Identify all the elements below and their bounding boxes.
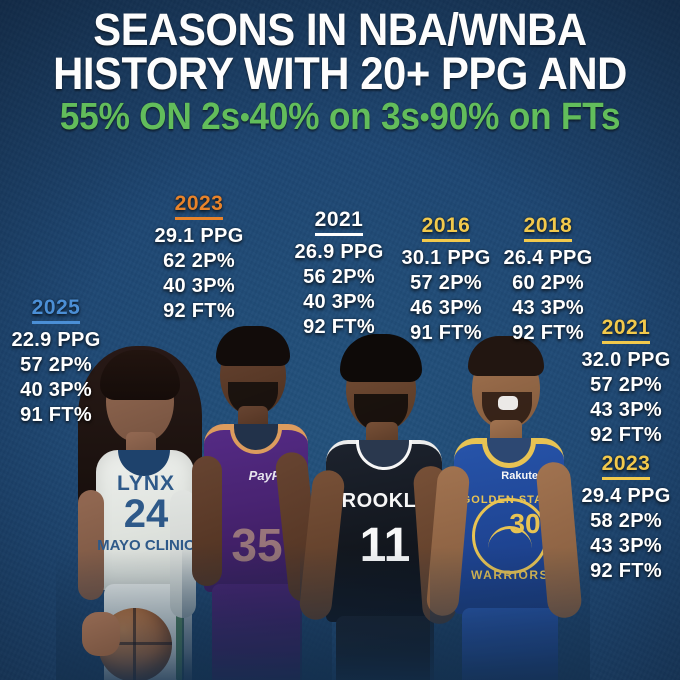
stat-2p: 58 2P% [590, 510, 662, 532]
player-warriors: Rakuten GOLDEN STATE 30 WARRIORS [425, 330, 590, 680]
jersey-stripe [176, 570, 184, 680]
stat-year: 2018 [523, 214, 573, 242]
stat-year: 2023 [601, 452, 651, 480]
jersey-sponsor: MAYO CLINIC [97, 537, 195, 554]
stat-block-2021-nets: 2021 26.9 PPG 56 2P% 40 3P% 92 FT% [278, 208, 400, 340]
stat-year: 2021 [601, 316, 651, 344]
stat-ppg: 22.9 PPG [11, 329, 101, 351]
stat-ft: 92 FT% [590, 560, 662, 582]
headline-line-3: 55% ON 2s•40% on 3s•90% on FTs [24, 96, 656, 139]
stat-ppg: 29.1 PPG [154, 225, 244, 247]
hair [468, 336, 544, 376]
stat-ppg: 29.4 PPG [581, 485, 671, 507]
stat-ft: 92 FT% [303, 316, 375, 338]
stat-3p: 43 3P% [512, 297, 584, 319]
jersey-wordmark: LYNX [116, 472, 176, 495]
stat-block-2025: 2025 22.9 PPG 57 2P% 40 3P% 91 FT% [2, 296, 110, 428]
stat-ft: 92 FT% [590, 424, 662, 446]
stat-2p: 62 2P% [163, 250, 235, 272]
stat-ppg: 26.4 PPG [503, 247, 593, 269]
stat-year: 2016 [421, 214, 471, 242]
stat-3p: 46 3P% [410, 297, 482, 319]
arm-left [192, 456, 222, 586]
shorts [462, 608, 558, 680]
stat-year: 2021 [314, 208, 364, 236]
stat-ft: 92 FT% [163, 300, 235, 322]
stat-2p: 57 2P% [20, 354, 92, 376]
stat-year: 2023 [174, 192, 224, 220]
stat-block-2023-suns: 2023 29.1 PPG 62 2P% 40 3P% 92 FT% [136, 192, 262, 324]
stat-block-2023-warriors: 2023 29.4 PPG 58 2P% 43 3P% 92 FT% [572, 452, 680, 584]
headline: SEASONS IN NBA/WNBA HISTORY WITH 20+ PPG… [0, 4, 680, 139]
stat-ft: 92 FT% [512, 322, 584, 344]
jersey-number: 11 [359, 519, 411, 572]
stat-3p: 43 3P% [590, 535, 662, 557]
stat-3p: 40 3P% [20, 379, 92, 401]
jersey-number: 24 [123, 492, 169, 536]
stat-2p: 60 2P% [512, 272, 584, 294]
headline-line-1: SEASONS IN NBA/WNBA [93, 4, 587, 55]
stat-ppg: 32.0 PPG [581, 349, 671, 371]
shorts [212, 584, 302, 680]
criteria-ft: 90% on FTs [429, 96, 621, 139]
shorts [336, 616, 434, 680]
stat-3p: 40 3P% [163, 275, 235, 297]
headline-line-2: HISTORY WITH 20+ PPG AND [53, 48, 627, 100]
stat-2p: 56 2P% [303, 266, 375, 288]
criteria-2pt: 55% ON 2s [59, 96, 240, 139]
hand [82, 612, 120, 656]
hair [216, 326, 290, 366]
jersey-wordmark-bottom: WARRIORS [471, 568, 549, 582]
jersey-wordmark-top: GOLDEN STATE [461, 494, 559, 506]
stat-block-2021-warriors: 2021 32.0 PPG 57 2P% 43 3P% 92 FT% [572, 316, 680, 448]
separator-dot-2: • [419, 101, 430, 135]
hair [340, 334, 422, 382]
stat-2p: 57 2P% [410, 272, 482, 294]
criteria-3pt: 40% on 3s [249, 96, 420, 139]
stat-ppg: 26.9 PPG [294, 241, 384, 263]
arm-left [78, 490, 104, 600]
stat-block-2016: 2016 30.1 PPG 57 2P% 46 3P% 91 FT% [396, 214, 496, 346]
jersey-sponsor: Rakuten [501, 470, 545, 482]
stat-3p: 40 3P% [303, 291, 375, 313]
stat-block-2018: 2018 26.4 PPG 60 2P% 43 3P% 92 FT% [496, 214, 600, 346]
jersey-number: 30 [509, 508, 541, 539]
stat-ft: 91 FT% [20, 404, 92, 426]
stat-ppg: 30.1 PPG [401, 247, 491, 269]
mouthguard [498, 396, 518, 410]
hair-front [100, 350, 180, 400]
stat-2p: 57 2P% [590, 374, 662, 396]
bridge-icon [488, 526, 532, 556]
separator-dot-1: • [239, 101, 250, 135]
jersey-number: 35 [231, 519, 283, 571]
stat-year: 2025 [31, 296, 81, 324]
stat-ft: 91 FT% [410, 322, 482, 344]
stat-3p: 43 3P% [590, 399, 662, 421]
